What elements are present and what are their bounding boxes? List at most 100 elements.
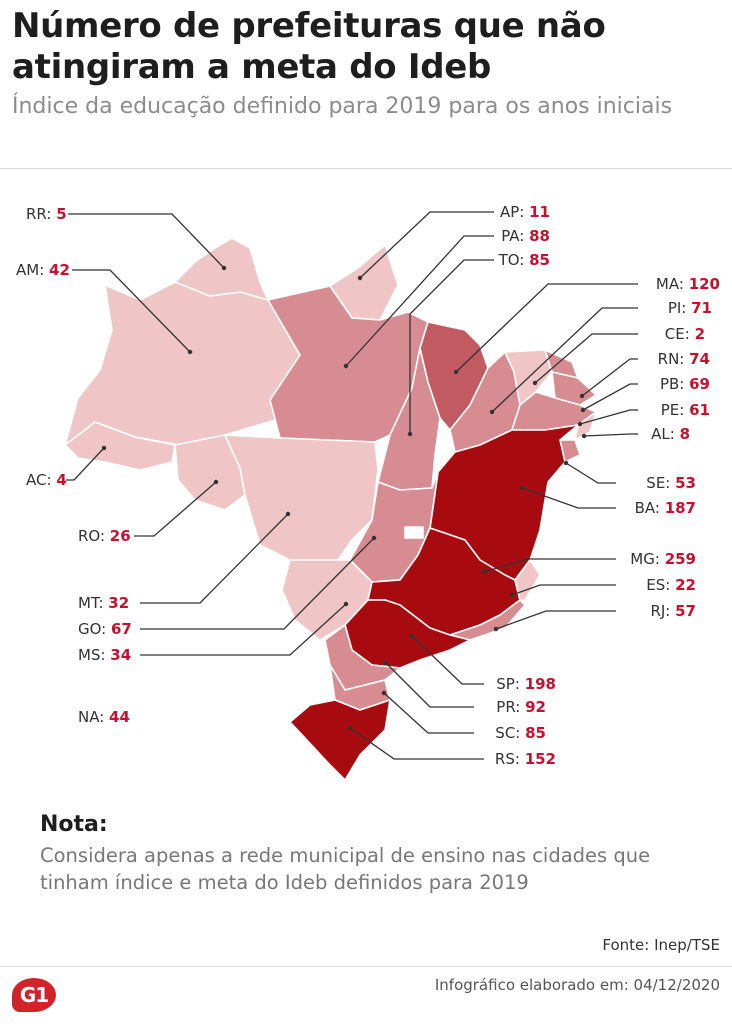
state-code-go: GO bbox=[78, 620, 102, 638]
state-code-ac: AC bbox=[26, 471, 47, 489]
leader-dot-ap bbox=[357, 275, 363, 281]
state-region-al bbox=[574, 411, 597, 441]
leader-dot-se bbox=[563, 460, 569, 466]
credit-text: Infográfico elaborado em: 04/12/2020 bbox=[434, 976, 720, 994]
state-value-sp: 198 bbox=[524, 675, 556, 693]
leader-dot-pe bbox=[577, 421, 583, 427]
leader-dot-rs bbox=[347, 725, 353, 731]
leader-dot-sp bbox=[409, 633, 415, 639]
state-value-na: 44 bbox=[109, 708, 130, 726]
state-code-pi: PI bbox=[667, 299, 682, 317]
g1-logo: G1 bbox=[12, 978, 56, 1012]
state-code-to: TO bbox=[498, 251, 520, 269]
label-rn: RN: 74 bbox=[657, 350, 710, 368]
leader-line-ms bbox=[140, 603, 347, 656]
leader-dot-mt bbox=[285, 511, 291, 517]
state-code-sc: SC bbox=[495, 724, 516, 742]
label-es: ES: 22 bbox=[646, 576, 696, 594]
label-ac: AC: 4 bbox=[26, 471, 67, 489]
leader-line-rn bbox=[581, 358, 638, 397]
leader-line-pa bbox=[345, 235, 494, 367]
leader-lines bbox=[66, 211, 638, 760]
state-code-rj: RJ bbox=[650, 602, 666, 620]
state-code-es: ES bbox=[646, 576, 666, 594]
leader-line-mg bbox=[483, 558, 616, 573]
state-value-ro: 26 bbox=[109, 527, 131, 545]
state-value-rs: 152 bbox=[524, 750, 556, 768]
label-se: SE: 53 bbox=[646, 474, 696, 492]
state-value-al: 8 bbox=[679, 425, 690, 443]
leader-line-se bbox=[565, 462, 616, 484]
state-value-ma: 120 bbox=[688, 275, 720, 293]
state-code-se: SE bbox=[646, 474, 666, 492]
note-text: Considera apenas a rede municipal de ens… bbox=[40, 844, 651, 894]
state-code-pr: PR bbox=[496, 698, 516, 716]
state-value-pa: 88 bbox=[529, 227, 550, 245]
state-value-ce: 2 bbox=[694, 325, 705, 343]
label-pb: PB: 69 bbox=[659, 375, 710, 393]
state-code-pe: PE bbox=[660, 401, 680, 419]
state-region-rs bbox=[289, 699, 391, 781]
label-sp: SP: 198 bbox=[496, 675, 556, 693]
state-code-mt: MT bbox=[78, 594, 99, 612]
state-value-sc: 85 bbox=[525, 724, 546, 742]
leader-line-ce bbox=[534, 333, 638, 384]
state-code-sp: SP bbox=[496, 675, 515, 693]
leader-line-pb bbox=[582, 383, 638, 411]
leader-dot-pb bbox=[580, 407, 586, 413]
leader-dot-rr bbox=[221, 265, 227, 271]
leader-dot-mg bbox=[481, 569, 487, 575]
label-ms: MS: 34 bbox=[78, 646, 132, 664]
leader-dot-al bbox=[581, 433, 587, 439]
state-code-rr: RR bbox=[26, 205, 47, 223]
label-go: GO: 67 bbox=[78, 620, 132, 638]
leader-dot-es bbox=[509, 592, 515, 598]
label-sc: SC: 85 bbox=[495, 724, 546, 742]
leader-dot-ma bbox=[453, 369, 459, 375]
label-pi: PI: 71 bbox=[667, 299, 712, 317]
leader-dot-ba bbox=[519, 485, 525, 491]
label-mg: MG: 259 bbox=[630, 550, 696, 568]
note-title: Nota: bbox=[40, 812, 108, 837]
leader-line-am bbox=[72, 269, 191, 353]
state-value-ac: 4 bbox=[56, 471, 67, 489]
label-pr: PR: 92 bbox=[496, 698, 546, 716]
state-region-am bbox=[64, 281, 301, 446]
leader-line-pe bbox=[579, 409, 638, 425]
leader-dots bbox=[101, 265, 587, 731]
state-region-rr bbox=[174, 237, 269, 301]
label-to: TO: 85 bbox=[498, 251, 550, 269]
leader-dot-rn bbox=[579, 393, 585, 399]
leader-line-ro bbox=[134, 481, 217, 537]
state-region-pb bbox=[551, 371, 597, 406]
state-value-pr: 92 bbox=[525, 698, 546, 716]
state-code-na: NA bbox=[78, 708, 100, 726]
label-rs: RS: 152 bbox=[494, 750, 556, 768]
label-am: AM: 42 bbox=[16, 261, 70, 279]
leader-dot-pa bbox=[343, 363, 349, 369]
label-ro: RO: 26 bbox=[78, 527, 131, 545]
state-code-ma: MA bbox=[655, 275, 679, 293]
leader-line-sc bbox=[383, 692, 474, 734]
state-code-rn: RN bbox=[657, 350, 680, 368]
leader-dot-ms bbox=[343, 601, 349, 607]
leader-dot-ac bbox=[101, 445, 107, 451]
state-value-pb: 69 bbox=[689, 375, 710, 393]
label-mt: MT: 32 bbox=[78, 594, 130, 612]
state-value-am: 42 bbox=[49, 261, 70, 279]
state-value-ap: 11 bbox=[529, 203, 550, 221]
leader-line-to bbox=[409, 259, 494, 434]
leader-line-rr bbox=[68, 213, 225, 269]
label-ma: MA: 120 bbox=[655, 275, 720, 293]
chart-title: Número de prefeituras que não atingiram … bbox=[12, 6, 606, 87]
leader-line-pr bbox=[385, 662, 474, 708]
leader-line-ba bbox=[521, 487, 616, 509]
label-al: AL: 8 bbox=[651, 425, 690, 443]
state-value-mt: 32 bbox=[108, 594, 130, 612]
state-region-rj bbox=[449, 599, 526, 641]
state-code-am: AM bbox=[16, 261, 40, 279]
state-code-mg: MG bbox=[630, 550, 655, 568]
leader-dot-pi bbox=[489, 409, 495, 415]
leader-line-ap bbox=[359, 211, 494, 279]
